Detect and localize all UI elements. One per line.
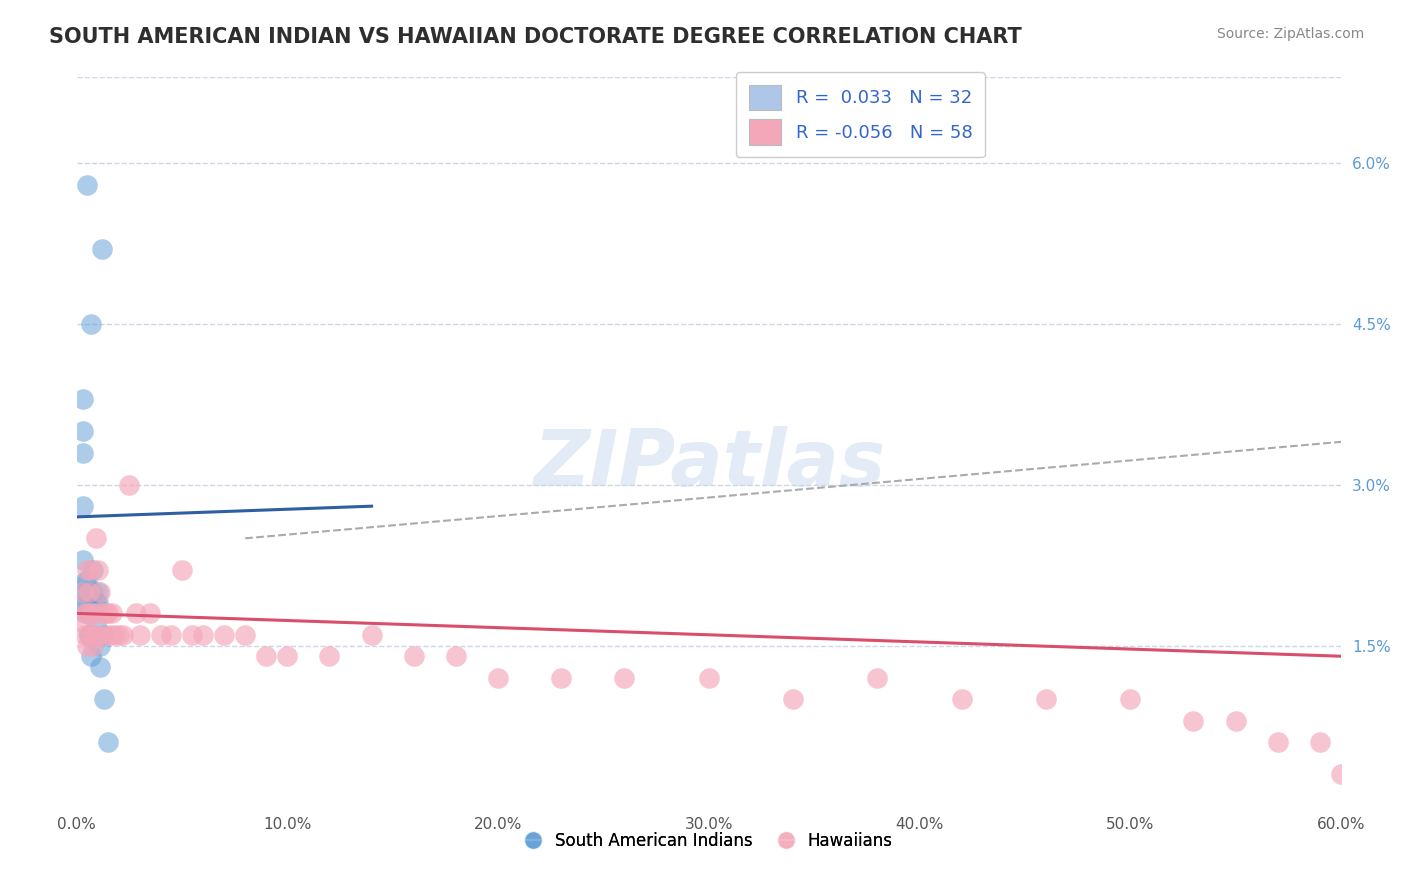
Point: [118, 477, 141, 491]
Point: [77, 585, 100, 599]
Point: [84, 607, 107, 621]
Point: [89, 639, 111, 653]
Point: [139, 607, 162, 621]
Point: [318, 649, 340, 664]
Point: [73, 585, 96, 599]
Point: [80, 649, 103, 664]
Point: [80, 628, 103, 642]
Point: [866, 671, 889, 685]
Point: [80, 607, 103, 621]
Point: [160, 628, 183, 642]
Point: [1035, 692, 1057, 706]
Point: [76, 574, 98, 589]
Point: [73, 617, 96, 632]
Point: [254, 649, 277, 664]
Point: [89, 585, 111, 599]
Point: [77, 585, 100, 599]
Point: [76, 585, 98, 599]
Point: [72, 499, 94, 513]
Point: [77, 628, 100, 642]
Point: [444, 649, 467, 664]
Point: [77, 628, 100, 642]
Text: Source: ZipAtlas.com: Source: ZipAtlas.com: [1216, 27, 1364, 41]
Point: [82, 639, 104, 653]
Point: [402, 649, 425, 664]
Point: [128, 628, 150, 642]
Point: [80, 564, 103, 578]
Point: [73, 574, 96, 589]
Point: [86, 564, 108, 578]
Point: [80, 317, 103, 331]
Point: [72, 392, 94, 406]
Point: [212, 628, 235, 642]
Point: [90, 242, 112, 256]
Point: [107, 628, 129, 642]
Point: [697, 671, 720, 685]
Text: ZIPatlas: ZIPatlas: [533, 425, 884, 501]
Point: [93, 628, 115, 642]
Point: [1330, 767, 1353, 781]
Point: [1225, 714, 1247, 728]
Point: [103, 628, 125, 642]
Point: [782, 692, 804, 706]
Point: [82, 564, 104, 578]
Point: [93, 692, 115, 706]
Point: [950, 692, 973, 706]
Point: [76, 178, 98, 192]
Legend: South American Indians, Hawaiians: South American Indians, Hawaiians: [519, 825, 900, 856]
Point: [72, 585, 94, 599]
Point: [86, 585, 108, 599]
Point: [101, 607, 124, 621]
Point: [1309, 735, 1331, 749]
Point: [486, 671, 509, 685]
Point: [77, 628, 100, 642]
Point: [94, 607, 117, 621]
Point: [111, 628, 134, 642]
Point: [84, 532, 107, 546]
Point: [233, 628, 256, 642]
Point: [181, 628, 204, 642]
Point: [191, 628, 214, 642]
Point: [98, 628, 121, 642]
Point: [73, 596, 96, 610]
Point: [550, 671, 572, 685]
Point: [124, 607, 146, 621]
Point: [86, 628, 108, 642]
Point: [93, 628, 115, 642]
Point: [73, 607, 96, 621]
Point: [72, 424, 94, 438]
Point: [613, 671, 636, 685]
Point: [72, 445, 94, 459]
Point: [84, 596, 107, 610]
Point: [73, 628, 96, 642]
Point: [76, 564, 98, 578]
Point: [1267, 735, 1289, 749]
Point: [72, 553, 94, 567]
Point: [1119, 692, 1142, 706]
Point: [82, 585, 104, 599]
Point: [77, 607, 100, 621]
Point: [90, 607, 112, 621]
Point: [149, 628, 172, 642]
Point: [360, 628, 382, 642]
Point: [76, 596, 98, 610]
Point: [84, 617, 107, 632]
Point: [76, 607, 98, 621]
Point: [86, 596, 108, 610]
Point: [89, 660, 111, 674]
Point: [76, 639, 98, 653]
Point: [97, 735, 120, 749]
Point: [1182, 714, 1205, 728]
Point: [73, 607, 96, 621]
Point: [82, 628, 104, 642]
Point: [170, 564, 193, 578]
Point: [97, 607, 120, 621]
Text: SOUTH AMERICAN INDIAN VS HAWAIIAN DOCTORATE DEGREE CORRELATION CHART: SOUTH AMERICAN INDIAN VS HAWAIIAN DOCTOR…: [49, 27, 1022, 46]
Point: [276, 649, 298, 664]
